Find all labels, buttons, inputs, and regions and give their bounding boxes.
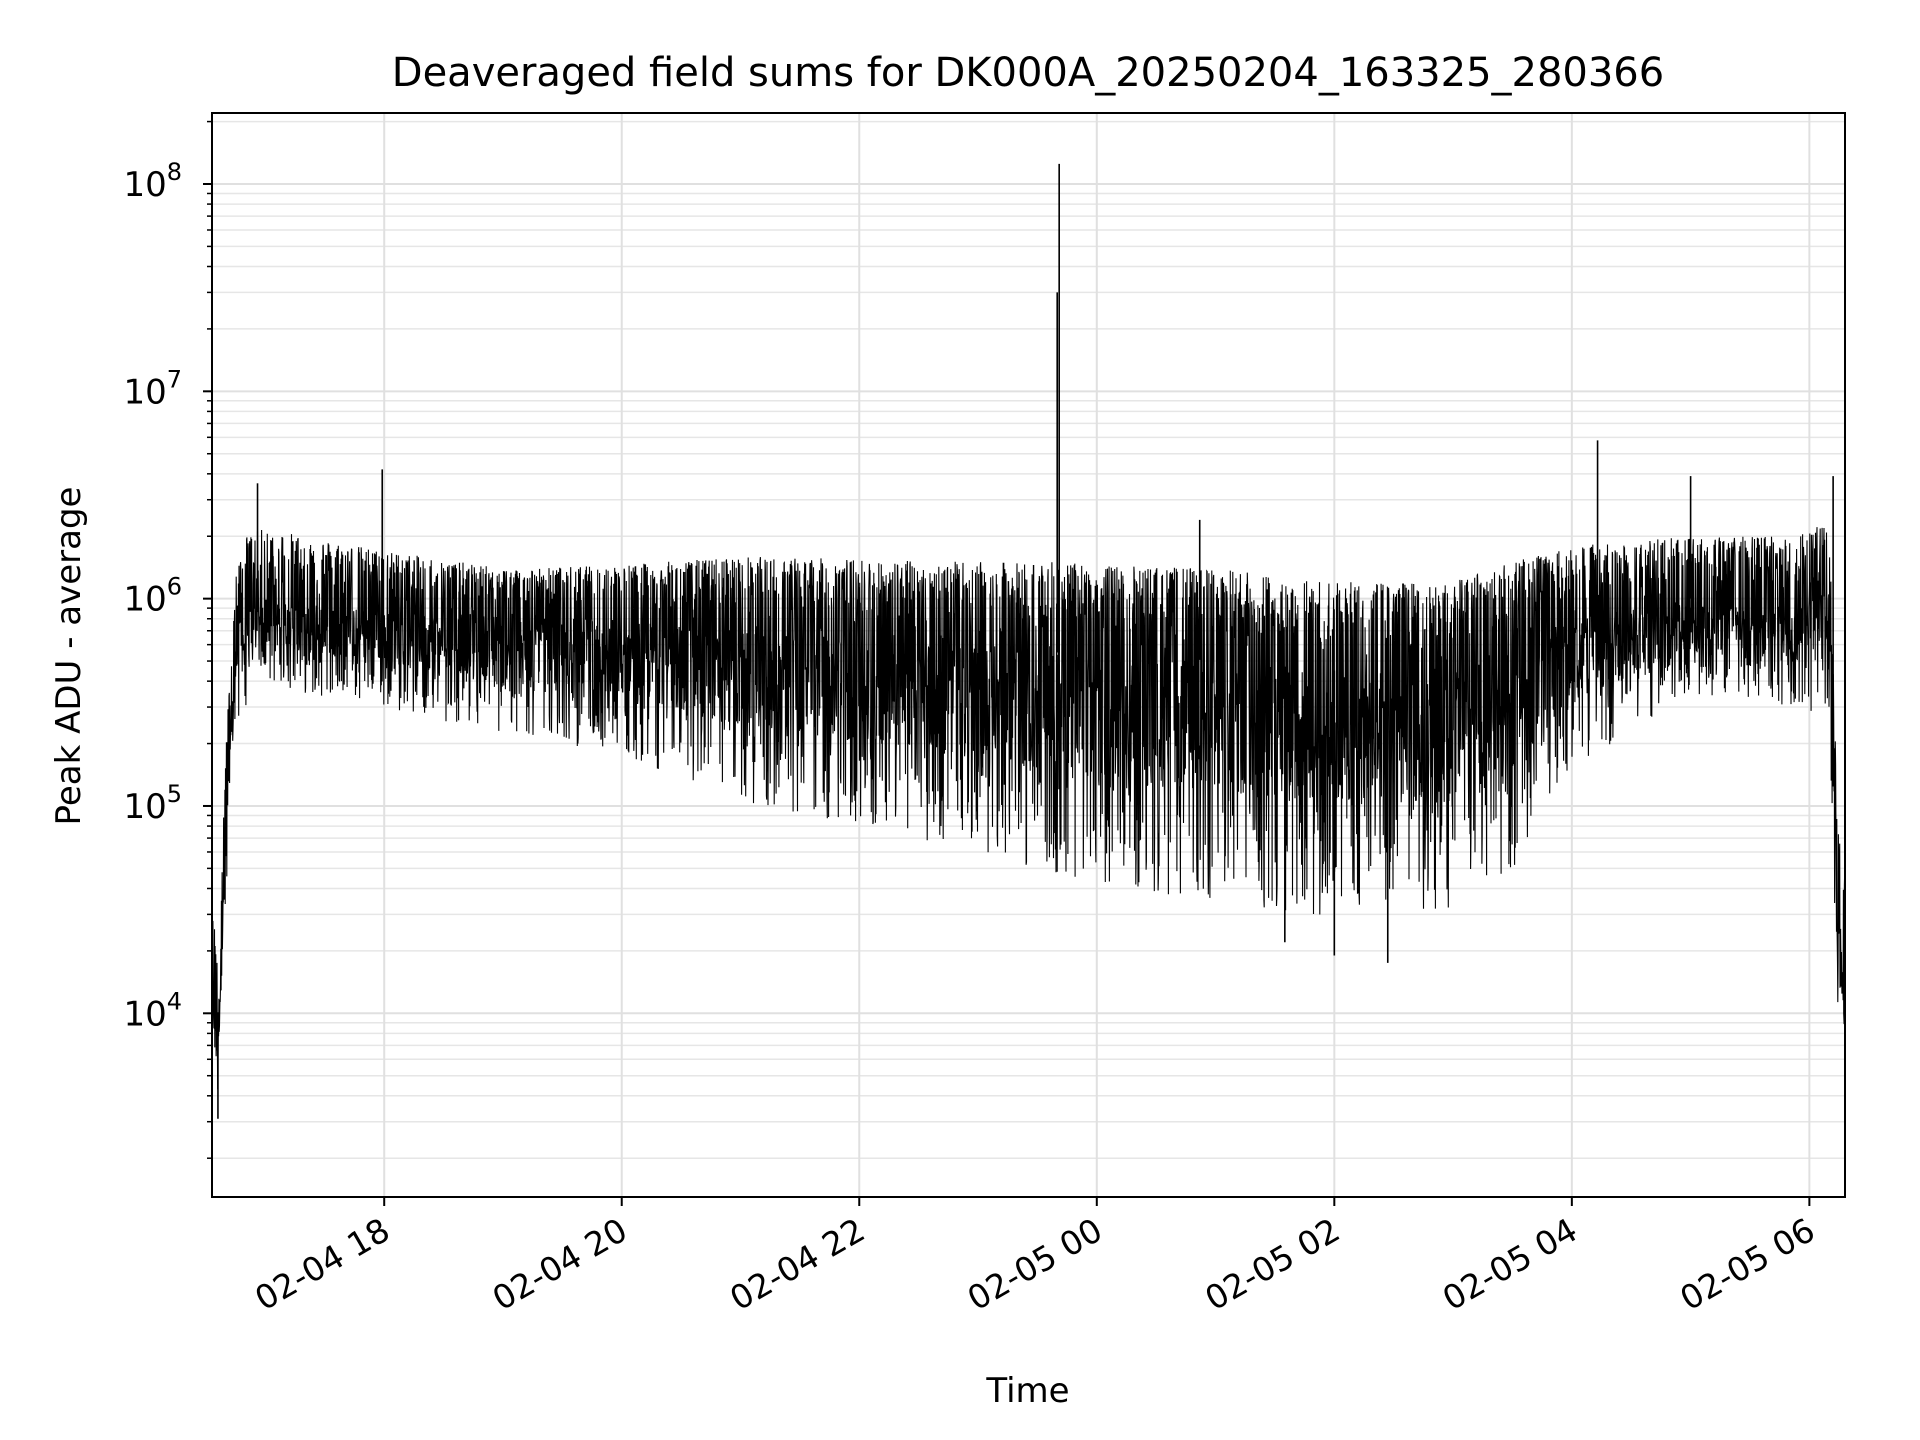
chart-title: Deaveraged field sums for DK000A_2025020… (392, 50, 1664, 96)
y-tick-label: 106 (123, 573, 182, 620)
x-axis-label: Time (985, 1371, 1069, 1411)
plot-frame (211, 112, 1846, 1198)
y-axis-ticks: 104 105 106 107 108 (123, 120, 212, 1159)
y-tick-label: 104 (123, 987, 182, 1034)
y-tick-label: 108 (123, 158, 182, 205)
series-line (211, 527, 1846, 1090)
data-series (211, 163, 1846, 1119)
y-tick-label: 105 (123, 780, 182, 827)
y-tick-label: 107 (123, 365, 182, 412)
y-axis-label: Peak ADU - average (49, 487, 89, 826)
